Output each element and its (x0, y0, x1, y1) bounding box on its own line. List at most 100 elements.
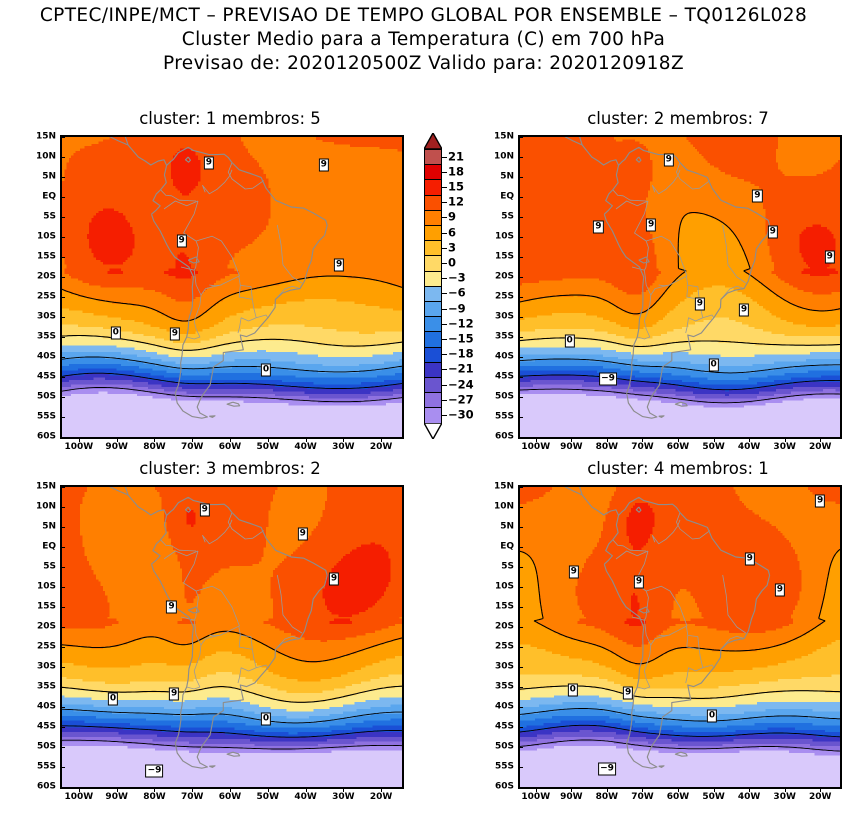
colorbar-band (424, 255, 442, 272)
x-axis-tick (678, 437, 679, 442)
colorbar-tick (442, 384, 447, 386)
colorbar-tick-label: −9 (448, 301, 466, 316)
colorbar-band (424, 301, 442, 318)
y-axis-tick (60, 137, 65, 138)
y-axis-tick (518, 587, 523, 588)
panel-title-cluster-2: cluster: 2 membros: 7 (587, 109, 769, 128)
x-axis-label: 20W (369, 792, 393, 802)
x-axis-tick (749, 787, 751, 792)
x-axis-tick (305, 787, 307, 792)
y-axis-tick (60, 687, 65, 688)
x-axis-label: 20W (808, 442, 832, 452)
y-axis-tick (518, 767, 523, 768)
contour-label: 9 (568, 565, 579, 579)
header-line-1: CPTEC/INPE/MCT – PREVISAO DE TEMPO GLOBA… (39, 5, 808, 26)
y-axis-tick (518, 297, 523, 298)
contour-label: 9 (333, 258, 345, 272)
y-axis-label: 55S (36, 761, 56, 772)
x-axis-tick (230, 437, 231, 442)
y-axis-tick (518, 437, 523, 438)
x-axis-label: 30W (332, 442, 355, 452)
colorbar-band (424, 361, 442, 378)
contour-label: 9 (169, 327, 181, 341)
y-axis-tick (60, 647, 65, 648)
y-axis-tick (518, 357, 523, 358)
y-axis-label: 5S (501, 211, 514, 222)
map-plot-cluster-4[interactable]: 9 9 9 9 9 0 9 0 −9 (518, 485, 842, 789)
panel-title-cluster-3: cluster: 3 membros: 2 (139, 459, 321, 478)
y-axis-label: 30S (494, 311, 514, 322)
colorbar-tick (442, 232, 447, 234)
y-axis-label: 25S (494, 291, 514, 302)
x-axis-tick (784, 437, 786, 442)
y-axis-tick (60, 357, 65, 358)
x-axis-label: 30W (773, 442, 796, 452)
y-axis-label: 15N (35, 131, 56, 142)
x-axis-tick (343, 787, 345, 792)
colorbar-tick-label: −24 (448, 377, 474, 392)
y-axis-tick (60, 787, 65, 788)
y-axis-label: EQ (500, 191, 514, 202)
y-axis-label: 60S (36, 431, 56, 442)
y-axis-tick (518, 157, 523, 158)
contour-label: −9 (145, 764, 164, 778)
x-axis-label: 60W (666, 792, 690, 802)
colorbar-band (424, 240, 442, 257)
x-axis-tick (343, 437, 345, 442)
colorbar-tick (442, 399, 447, 401)
x-axis-tick (305, 437, 307, 442)
y-axis-tick (518, 787, 523, 788)
map-plot-cluster-1[interactable]: 9 9 9 9 0 9 0 (60, 135, 404, 439)
x-axis-label: 60W (218, 442, 242, 452)
y-axis-tick (60, 727, 65, 728)
y-axis-tick (60, 297, 65, 298)
y-axis-tick (60, 507, 65, 508)
contour-label: 9 (297, 527, 308, 540)
map-plot-cluster-2[interactable]: 9 9 9 9 9 9 9 9 0 0 −9 (518, 135, 842, 439)
x-axis-label: 90W (105, 792, 128, 802)
x-axis-label: 100W (521, 442, 551, 452)
x-axis-tick (267, 787, 269, 792)
colorbar-tick (442, 369, 447, 371)
x-axis-label: 70W (631, 792, 654, 802)
colorbar-cap-top (422, 131, 444, 150)
x-axis-tick (535, 787, 537, 792)
colorbar-band (424, 270, 442, 287)
x-axis-tick (154, 787, 156, 792)
colorbar-band (424, 164, 442, 181)
y-axis-label: 5N (42, 521, 56, 532)
y-axis-label: 20S (36, 621, 56, 632)
y-axis-label: 40S (494, 351, 514, 362)
y-axis-label: 5S (43, 211, 56, 222)
y-axis-tick (60, 607, 65, 608)
page-header: CPTEC/INPE/MCT – PREVISAO DE TEMPO GLOBA… (0, 4, 847, 76)
x-axis-label: 70W (631, 442, 654, 452)
y-axis-label: 15N (35, 481, 56, 492)
colorbar-tick (442, 263, 447, 264)
y-axis-tick (518, 337, 523, 338)
y-axis-tick (60, 627, 65, 628)
y-axis-label: 10N (493, 151, 514, 162)
colorbar-tick-label: −21 (448, 361, 474, 376)
contour-label: 9 (169, 687, 180, 701)
contour-label: 9 (774, 583, 785, 597)
map-plot-cluster-3[interactable]: 9 9 9 9 0 9 0 −9 (60, 485, 404, 789)
y-axis-label: EQ (42, 191, 56, 202)
y-axis-tick (60, 767, 65, 768)
x-axis-tick (820, 787, 822, 792)
y-axis-label: 60S (494, 431, 514, 442)
y-axis-label: 45S (494, 371, 514, 382)
y-axis-label: 35S (494, 331, 514, 342)
y-axis-tick (60, 547, 65, 548)
x-axis-label: 40W (294, 442, 317, 452)
colorbar-tick-label: 12 (448, 194, 465, 209)
colorbar-band (424, 377, 442, 394)
x-axis-tick (116, 787, 118, 792)
y-axis-tick (60, 707, 65, 708)
y-axis-label: EQ (42, 541, 56, 552)
colorbar-tick (442, 415, 447, 416)
y-axis-label: 30S (36, 661, 56, 672)
colorbar-tick-label: 0 (448, 255, 457, 270)
colorbar-band (424, 179, 442, 196)
y-axis-label: 5S (43, 561, 56, 572)
